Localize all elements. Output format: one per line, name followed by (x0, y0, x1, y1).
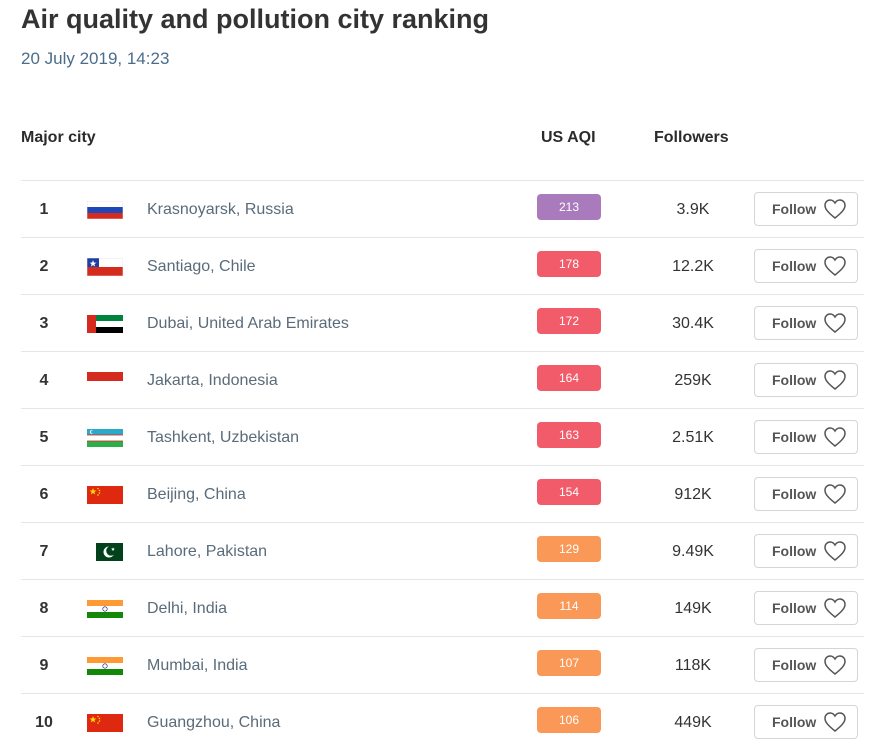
follow-button[interactable]: Follow (754, 591, 858, 625)
aqi-badge: 114 (537, 593, 601, 619)
city-name[interactable]: Dubai, United Arab Emirates (147, 315, 349, 332)
ranking-table: 1 Krasnoyarsk, Russia 213 3.9K Follow 2 Santia… (21, 180, 864, 750)
follow-button-label: Follow (772, 600, 817, 616)
rank-number: 6 (39, 486, 49, 503)
city-name[interactable]: Guangzhou, China (147, 714, 281, 731)
rank-number: 10 (35, 714, 53, 731)
followers-count: 449K (674, 714, 712, 731)
rank-number: 4 (39, 372, 49, 389)
city-name[interactable]: Mumbai, India (147, 657, 248, 674)
heart-icon (823, 426, 847, 448)
follow-button[interactable]: Follow (754, 705, 858, 739)
rank-number: 7 (39, 543, 49, 560)
follow-button-label: Follow (772, 315, 817, 331)
page-title: Air quality and pollution city ranking (21, 4, 490, 34)
rank-number: 5 (39, 429, 49, 446)
column-header-followers: Followers (654, 129, 729, 146)
aqi-badge: 107 (537, 650, 601, 676)
followers-count: 149K (674, 600, 712, 617)
heart-icon (823, 369, 847, 391)
aqi-badge: 154 (537, 479, 601, 505)
rank-number: 2 (39, 258, 49, 275)
table-row: 6 Beijing, China 154 912K Follow (21, 465, 864, 522)
rank-number: 1 (39, 201, 49, 218)
heart-icon (823, 312, 847, 334)
heart-icon (823, 255, 847, 277)
china-flag-icon (87, 486, 123, 504)
table-row: 5 Tashkent, Uzbekistan 163 2.51K Follow (21, 408, 864, 465)
follow-button[interactable]: Follow (754, 192, 858, 226)
heart-icon (823, 540, 847, 562)
rank-number: 9 (39, 657, 49, 674)
follow-button[interactable]: Follow (754, 363, 858, 397)
follow-button-label: Follow (772, 372, 817, 388)
followers-count: 9.49K (672, 543, 714, 560)
city-name[interactable]: Tashkent, Uzbekistan (147, 429, 300, 446)
follow-button-label: Follow (772, 258, 817, 274)
city-name[interactable]: Lahore, Pakistan (147, 543, 268, 560)
followers-count: 3.9K (676, 201, 710, 218)
followers-count: 259K (674, 372, 712, 389)
india-flag-icon (87, 600, 123, 618)
heart-icon (823, 711, 847, 733)
indonesia-flag-icon (87, 372, 123, 390)
city-name[interactable]: Jakarta, Indonesia (147, 372, 278, 389)
uae-flag-icon (87, 315, 123, 333)
table-row: 3 Dubai, United Arab Emirates 172 30.4K Foll… (21, 294, 864, 351)
table-row: 7 Lahore, Pakistan 129 9.49K Follow (21, 522, 864, 579)
followers-count: 30.4K (672, 315, 714, 332)
city-name[interactable]: Delhi, India (147, 600, 228, 617)
table-row: 10 Guangzhou, China 106 449K Follow (21, 693, 864, 750)
uzbekistan-flag-icon (87, 429, 123, 447)
table-row: 1 Krasnoyarsk, Russia 213 3.9K Follow (21, 180, 864, 237)
chile-flag-icon (87, 258, 123, 276)
aqi-badge: 178 (537, 251, 601, 277)
aqi-badge: 172 (537, 308, 601, 334)
rank-number: 8 (39, 600, 49, 617)
follow-button[interactable]: Follow (754, 249, 858, 283)
follow-button[interactable]: Follow (754, 534, 858, 568)
follow-button-label: Follow (772, 543, 817, 559)
aqi-badge: 163 (537, 422, 601, 448)
pakistan-flag-icon (87, 543, 123, 561)
follow-button[interactable]: Follow (754, 477, 858, 511)
column-header-aqi: US AQI (541, 129, 596, 146)
heart-icon (823, 597, 847, 619)
city-name[interactable]: Santiago, Chile (147, 258, 256, 275)
aqi-badge: 129 (537, 536, 601, 562)
follow-button-label: Follow (772, 429, 817, 445)
followers-count: 118K (674, 657, 712, 674)
follow-button[interactable]: Follow (754, 648, 858, 682)
table-row: 8 Delhi, India 114 149K Follow (21, 579, 864, 636)
table-row: 4 Jakarta, Indonesia 164 259K Follow (21, 351, 864, 408)
followers-count: 12.2K (672, 258, 714, 275)
column-header-city: Major city (21, 129, 96, 146)
follow-button-label: Follow (772, 201, 817, 217)
aqi-badge: 164 (537, 365, 601, 391)
china-flag-icon (87, 714, 123, 732)
follow-button-label: Follow (772, 657, 817, 673)
follow-button-label: Follow (772, 714, 817, 730)
heart-icon (823, 483, 847, 505)
follow-button[interactable]: Follow (754, 420, 858, 454)
city-name[interactable]: Beijing, China (147, 486, 246, 503)
rank-number: 3 (39, 315, 49, 332)
timestamp: 20 July 2019, 14:23 (21, 49, 170, 68)
russia-flag-icon (87, 201, 123, 219)
city-name[interactable]: Krasnoyarsk, Russia (147, 201, 294, 218)
follow-button-label: Follow (772, 486, 817, 502)
india-flag-icon (87, 657, 123, 675)
heart-icon (823, 654, 847, 676)
heart-icon (823, 198, 847, 220)
follow-button[interactable]: Follow (754, 306, 858, 340)
table-row: 9 Mumbai, India 107 118K Follow (21, 636, 864, 693)
followers-count: 912K (674, 486, 712, 503)
aqi-badge: 213 (537, 194, 601, 220)
aqi-badge: 106 (537, 707, 601, 733)
table-row: 2 Santiago, Chile 178 12.2K Follow (21, 237, 864, 294)
followers-count: 2.51K (672, 429, 714, 446)
